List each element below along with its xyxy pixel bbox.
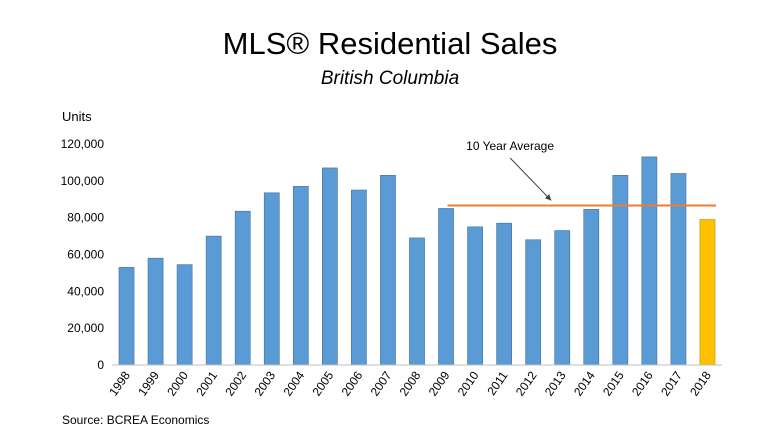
- x-tick-label: 2001: [193, 368, 220, 398]
- x-tick-label: 2011: [484, 368, 510, 397]
- x-tick-label: 2008: [397, 368, 424, 398]
- bar-2009: [438, 208, 454, 366]
- x-tick-label: 1998: [106, 368, 133, 398]
- bar-2016: [641, 156, 658, 366]
- average-arrow: [509, 157, 552, 201]
- average-label: 10 Year Average: [466, 139, 554, 153]
- x-tick-label: 2014: [571, 368, 598, 398]
- bar-2008: [409, 237, 425, 366]
- bar-2010: [467, 226, 483, 366]
- x-tick-label: 2017: [658, 368, 685, 398]
- x-tick-label: 2013: [542, 368, 569, 398]
- bar-2003: [263, 192, 280, 366]
- x-tick-label: 2010: [455, 368, 482, 398]
- bar-1998: [118, 267, 135, 366]
- bar-2004: [292, 186, 309, 366]
- y-tick-labels: 0 20,000 40,000 60,000 80,000 100,000 120,000: [61, 137, 105, 372]
- bar-2002: [234, 210, 251, 366]
- chart-title: MLS® Residential Sales: [222, 26, 558, 61]
- bar-2007: [380, 175, 396, 366]
- y-tick-label: 100,000: [61, 174, 105, 188]
- x-tick-label: 2009: [426, 368, 453, 398]
- bar-2018: [699, 219, 716, 366]
- bar-2013: [554, 230, 571, 366]
- y-axis-label: Units: [62, 109, 92, 124]
- bar-2005: [322, 167, 338, 366]
- x-tick-label: 2000: [164, 368, 191, 398]
- x-tick-label: 2012: [513, 368, 540, 398]
- x-tick-label: 1999: [135, 368, 162, 398]
- bar-1999: [147, 257, 164, 366]
- bar-2000: [176, 264, 193, 366]
- x-tick-label: 2007: [368, 368, 395, 398]
- bar-2006: [351, 189, 367, 366]
- bar-2012: [525, 239, 542, 366]
- bars: [118, 156, 716, 366]
- x-tick-label: 2003: [251, 368, 278, 398]
- bar-2011: [496, 222, 512, 366]
- x-tick-label: 2002: [222, 368, 249, 398]
- bar-2015: [612, 175, 629, 366]
- x-tick-label: 2015: [600, 368, 627, 398]
- y-tick-label: 120,000: [61, 137, 105, 151]
- bar-2017: [670, 173, 687, 366]
- y-tick-label: 60,000: [67, 248, 104, 262]
- x-tick-label: 2005: [310, 368, 337, 398]
- y-tick-label: 40,000: [67, 284, 104, 298]
- x-tick-label: 2004: [280, 368, 307, 398]
- y-tick-label: 0: [97, 358, 104, 372]
- y-tick-label: 20,000: [67, 321, 104, 335]
- source-note: Source: BCREA Economics: [62, 413, 210, 427]
- y-tick-label: 80,000: [67, 211, 104, 225]
- chart-subtitle: British Columbia: [320, 68, 460, 89]
- x-tick-label: 2016: [629, 368, 656, 398]
- x-tick-labels: 1998 1999 2000 2001 2002 2003 2004 2005 2006 2007…: [106, 368, 714, 398]
- bar-2014: [583, 209, 600, 366]
- bar-2001: [205, 235, 222, 366]
- x-tick-label: 2006: [339, 368, 366, 398]
- x-tick-label: 2018: [687, 368, 714, 398]
